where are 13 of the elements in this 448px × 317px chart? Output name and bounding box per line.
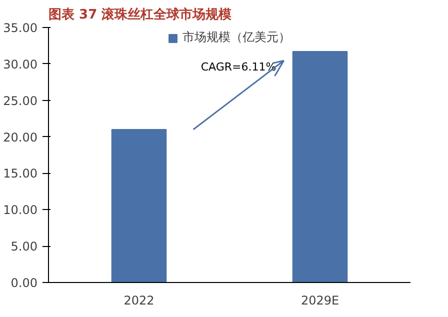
chart-title: 图表 37 滚珠丝杠全球市场规模 <box>48 6 232 22</box>
y-tick-label: 15.00 <box>3 166 38 181</box>
y-tick-label: 5.00 <box>10 240 38 254</box>
y-tick-label: 35.00 <box>3 21 38 35</box>
y-tick-label: 0.00 <box>10 276 38 290</box>
y-tick-label: 10.00 <box>3 203 38 218</box>
x-tick-label: 2022 <box>124 294 154 308</box>
x-tick-label: 2029E <box>300 294 340 308</box>
y-tick-label: 25.00 <box>3 94 38 108</box>
y-tick-label: 30.00 <box>3 57 38 72</box>
legend-label: 市场规模（亿美元） <box>182 29 290 46</box>
y-tick-label: 20.00 <box>3 130 38 144</box>
annotation: CAGR=6.11% <box>200 60 276 74</box>
